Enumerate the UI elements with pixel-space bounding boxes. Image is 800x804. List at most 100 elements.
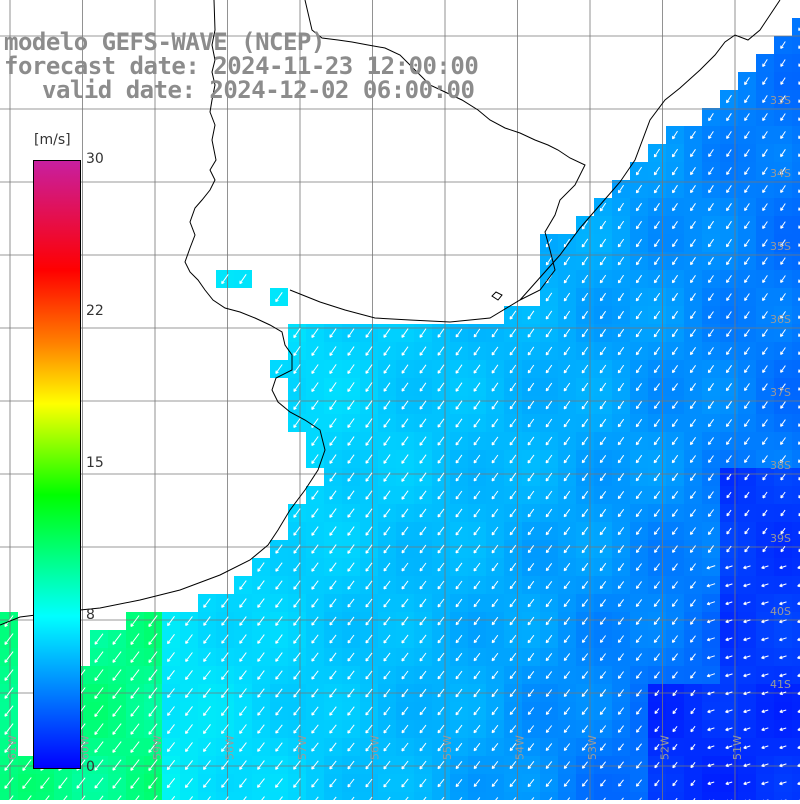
wind-cell bbox=[792, 324, 800, 342]
latitude-label: 35S bbox=[770, 240, 791, 253]
longitude-label: 57W bbox=[296, 735, 309, 760]
wind-cell bbox=[792, 162, 800, 180]
wind-cell bbox=[792, 144, 800, 162]
wind-cell bbox=[504, 792, 522, 800]
wind-cell bbox=[612, 792, 630, 800]
wind-cell bbox=[792, 108, 800, 126]
latitude-label: 40S bbox=[770, 605, 791, 618]
wind-cell bbox=[576, 792, 594, 800]
wind-cell bbox=[360, 792, 378, 800]
wind-cell bbox=[792, 216, 800, 234]
colorbar bbox=[33, 160, 81, 769]
wind-cell bbox=[792, 90, 800, 108]
colorbar-unit: [m/s] bbox=[34, 132, 71, 148]
wind-cell bbox=[234, 792, 252, 800]
wind-cell bbox=[792, 72, 800, 90]
wind-cell bbox=[792, 450, 800, 468]
wind-cell bbox=[270, 792, 288, 800]
longitude-label: 51W bbox=[731, 735, 744, 760]
wind-cell bbox=[0, 792, 18, 800]
wind-cell bbox=[558, 792, 576, 800]
wind-cell bbox=[288, 792, 306, 800]
wind-cell bbox=[792, 270, 800, 288]
wind-cell bbox=[702, 792, 720, 800]
wind-cell bbox=[792, 198, 800, 216]
wind-cell bbox=[792, 378, 800, 396]
latitude-label: 41S bbox=[770, 678, 791, 691]
longitude-label: 59W bbox=[151, 735, 164, 760]
wind-cell bbox=[684, 792, 702, 800]
valid-date: valid date: 2024-12-02 06:00:00 bbox=[4, 78, 478, 102]
wind-cell bbox=[630, 792, 648, 800]
longitude-label: 56W bbox=[369, 735, 382, 760]
wind-cell bbox=[792, 342, 800, 360]
longitude-label: 58W bbox=[224, 735, 237, 760]
wind-cell bbox=[432, 792, 450, 800]
wind-cell bbox=[648, 792, 666, 800]
wind-cell bbox=[792, 306, 800, 324]
wind-cell bbox=[180, 792, 198, 800]
wind-cell bbox=[72, 792, 90, 800]
wind-cell bbox=[792, 414, 800, 432]
wind-cell bbox=[36, 792, 54, 800]
wind-cell bbox=[756, 792, 774, 800]
wind-cell bbox=[108, 792, 126, 800]
wind-cell bbox=[396, 792, 414, 800]
wind-cell bbox=[666, 792, 684, 800]
latitude-label: 33S bbox=[770, 94, 791, 107]
wind-cell bbox=[342, 792, 360, 800]
wind-cell bbox=[738, 792, 756, 800]
wind-cell bbox=[792, 288, 800, 306]
longitude-label: 52W bbox=[659, 735, 672, 760]
wind-cell bbox=[450, 792, 468, 800]
wind-cell bbox=[144, 792, 162, 800]
wind-cell bbox=[792, 432, 800, 450]
colorbar-tick-15: 15 bbox=[86, 455, 104, 471]
colorbar-tick-22: 22 bbox=[86, 303, 104, 319]
wind-cell bbox=[792, 360, 800, 378]
wind-cell bbox=[378, 792, 396, 800]
wind-cell bbox=[324, 792, 342, 800]
wind-cell bbox=[792, 792, 800, 800]
wind-cell bbox=[792, 36, 800, 54]
wind-cell bbox=[540, 792, 558, 800]
wind-cell bbox=[198, 792, 216, 800]
wind-cell bbox=[792, 18, 800, 36]
longitude-label: 61W bbox=[6, 735, 19, 760]
latitude-label: 34S bbox=[770, 167, 791, 180]
longitude-label: 54W bbox=[514, 735, 527, 760]
wind-cell bbox=[594, 792, 612, 800]
wind-cell bbox=[792, 180, 800, 198]
wind-cell bbox=[792, 396, 800, 414]
wind-speed-field bbox=[0, 18, 800, 800]
wind-cell bbox=[90, 792, 108, 800]
wind-cell bbox=[468, 792, 486, 800]
wind-cell bbox=[774, 792, 792, 800]
model-title: modelo GEFS-WAVE (NCEP) bbox=[4, 30, 478, 54]
latitude-label: 39S bbox=[770, 532, 791, 545]
latitude-label: 38S bbox=[770, 459, 791, 472]
wind-cell bbox=[306, 792, 324, 800]
longitude-label: 55W bbox=[441, 735, 454, 760]
wind-cell bbox=[486, 792, 504, 800]
latitude-label: 37S bbox=[770, 386, 791, 399]
title-block: modelo GEFS-WAVE (NCEP) forecast date: 2… bbox=[4, 30, 478, 102]
wind-cell bbox=[252, 792, 270, 800]
wind-cell bbox=[18, 792, 36, 800]
colorbar-tick-8: 8 bbox=[86, 607, 95, 623]
wind-cell bbox=[792, 54, 800, 72]
wind-cell bbox=[792, 234, 800, 252]
longitude-label: 53W bbox=[586, 735, 599, 760]
wind-cell bbox=[54, 792, 72, 800]
wind-cell bbox=[216, 792, 234, 800]
wind-cell bbox=[792, 126, 800, 144]
wind-cell bbox=[162, 792, 180, 800]
wind-cell bbox=[126, 792, 144, 800]
latitude-label: 36S bbox=[770, 313, 791, 326]
forecast-date: forecast date: 2024-11-23 12:00:00 bbox=[4, 54, 478, 78]
wind-cell bbox=[522, 792, 540, 800]
wind-cell bbox=[414, 792, 432, 800]
colorbar-tick-30: 30 bbox=[86, 151, 104, 167]
